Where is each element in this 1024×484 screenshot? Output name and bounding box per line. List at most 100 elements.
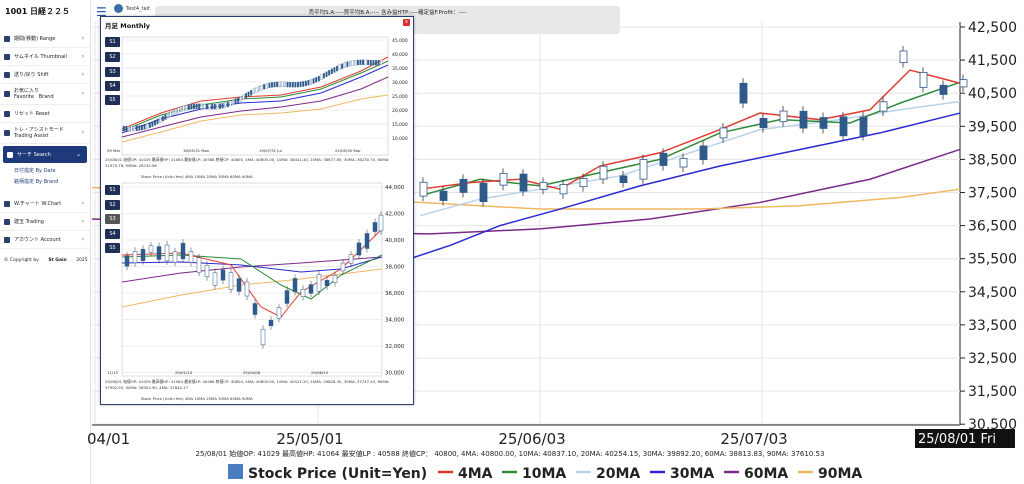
arrows-icon bbox=[4, 71, 10, 78]
y-tick-label: 35,500 bbox=[968, 252, 1017, 268]
app-title: 1001 日経２２５ bbox=[5, 7, 71, 16]
top-candle bbox=[364, 59, 367, 66]
top-ma4-line bbox=[121, 56, 389, 130]
search-by-brand[interactable]: 銘柄指定 By Brand bbox=[14, 179, 59, 185]
top-candle bbox=[146, 123, 149, 129]
candle-body bbox=[519, 173, 528, 192]
series-button-s5[interactable]: S5 bbox=[105, 95, 120, 105]
assist-icon bbox=[4, 130, 10, 136]
bottom-chart-legend: Stock Price (Unit=Yen) 4MA 10MA 20MA 30M… bbox=[141, 396, 253, 401]
candle-body bbox=[779, 110, 788, 123]
legend-label: 4MA bbox=[458, 466, 493, 482]
menu-wchart[interactable]: W.チャート W.Chart › bbox=[0, 195, 90, 213]
bottom-candle bbox=[356, 242, 362, 256]
bottom-candle bbox=[324, 280, 330, 286]
x-tick-label: 25/04/08 bbox=[243, 370, 261, 375]
sidebar-menu: 期間(移動) Range › サムネイル Thumbnail › 送り/戻り Shi… bbox=[0, 30, 90, 249]
menu-favorite[interactable]: お気に入り Favorite Brand › bbox=[0, 84, 90, 105]
top-candle bbox=[206, 103, 208, 110]
series-button-s2-lower[interactable]: S2 bbox=[105, 200, 120, 210]
menu-search[interactable]: サーチ Search ⌄ bbox=[3, 146, 87, 163]
menu-toggle-icon[interactable]: ☰ bbox=[96, 5, 107, 19]
top-candle bbox=[151, 121, 154, 127]
candle-body bbox=[759, 117, 768, 129]
menu-trading-assist[interactable]: トレ・アシストモード Trading Assist › bbox=[0, 123, 90, 144]
top-candle bbox=[310, 79, 312, 85]
series-button-s4-lower[interactable]: S4 bbox=[105, 229, 120, 239]
series-button-s1[interactable]: S1 bbox=[105, 37, 120, 47]
bottom-candle bbox=[188, 251, 194, 263]
candle-body bbox=[559, 184, 568, 195]
series-button-s5-lower[interactable]: S5 bbox=[105, 243, 120, 253]
candle-body bbox=[839, 116, 848, 137]
monthly-popup[interactable]: 月足 Monthly x 45,000 40,000 35,000 30,000 25,… bbox=[100, 16, 414, 405]
top-candle bbox=[302, 81, 305, 87]
y-tick-label: 33,500 bbox=[968, 318, 1017, 334]
grid-icon bbox=[4, 53, 10, 60]
menu-range[interactable]: 期間(移動) Range › bbox=[0, 30, 90, 48]
bottom-candle bbox=[204, 264, 210, 278]
top-candle bbox=[281, 81, 284, 88]
top-candle bbox=[198, 103, 201, 109]
y-tick-label: 37,500 bbox=[968, 186, 1017, 202]
top-candle bbox=[128, 126, 130, 132]
chart-icon bbox=[4, 200, 10, 207]
top-candle bbox=[263, 84, 266, 90]
ma4-line bbox=[419, 69, 961, 190]
top-candle bbox=[247, 91, 250, 97]
top-candle bbox=[200, 103, 203, 110]
legend-label: 30MA bbox=[670, 466, 714, 482]
y-tick-label: 44,000 bbox=[385, 185, 405, 191]
series-button-s1-lower[interactable]: S1 bbox=[105, 185, 120, 195]
top-candle bbox=[325, 71, 328, 77]
y-tick-label: 39,500 bbox=[968, 119, 1017, 135]
top-candle bbox=[122, 125, 125, 132]
top-candle bbox=[278, 81, 281, 88]
ma30-line bbox=[399, 112, 961, 263]
calendar-icon bbox=[4, 35, 10, 42]
summary-text: 25/08/01 始値OP: 41029 最高値HP: 41064 最安値LP … bbox=[196, 449, 825, 458]
bottom-candle bbox=[378, 214, 384, 232]
series-button-s3[interactable]: S3 bbox=[105, 67, 120, 77]
top-candle bbox=[362, 59, 364, 66]
candle-body bbox=[859, 116, 868, 136]
ma10-line bbox=[419, 81, 961, 197]
top-candle bbox=[229, 100, 232, 107]
top-candle bbox=[187, 104, 190, 110]
bottom-candle bbox=[172, 251, 178, 263]
close-button[interactable]: x bbox=[403, 19, 410, 26]
y-tick-label: 42,000 bbox=[385, 212, 405, 218]
y-tick-label: 31,500 bbox=[968, 384, 1017, 400]
menu-shift[interactable]: 送り/戻り Shift › bbox=[0, 66, 90, 84]
x-tick-label: 11/13 bbox=[107, 370, 119, 375]
bottom-candle bbox=[124, 255, 130, 267]
menu-reset[interactable]: リセット Reset bbox=[0, 105, 90, 123]
menu-thumbnail[interactable]: サムネイル Thumbnail › bbox=[0, 48, 90, 66]
search-by-date[interactable]: 日付指定 By Date bbox=[14, 168, 56, 174]
top-candle bbox=[174, 108, 177, 115]
top-candle bbox=[297, 81, 299, 88]
bottom-candle bbox=[196, 257, 202, 273]
user-chip[interactable]: Test4_tait bbox=[114, 4, 150, 13]
top-candle bbox=[190, 104, 193, 110]
top-candle bbox=[237, 97, 240, 103]
menu-trading[interactable]: 建玉 Trading › bbox=[0, 213, 90, 231]
candle-body bbox=[819, 117, 828, 129]
series-button-s4[interactable]: S4 bbox=[105, 81, 120, 91]
series-button-s3-lower[interactable]: S3 bbox=[105, 214, 120, 224]
bottom-candle bbox=[316, 274, 322, 292]
candle-body bbox=[439, 190, 448, 201]
top-candle bbox=[380, 59, 383, 66]
candle-body bbox=[919, 71, 928, 88]
candle-body bbox=[659, 152, 668, 166]
y-tick-label: 30,500 bbox=[968, 417, 1017, 433]
bottom-candle bbox=[300, 289, 306, 297]
y-tick-label: 36,000 bbox=[385, 291, 405, 297]
series-button-s2[interactable]: S2 bbox=[105, 52, 120, 62]
y-tick-label: 45,000 bbox=[392, 38, 408, 44]
top-candle bbox=[351, 60, 354, 66]
bottom-candle bbox=[284, 290, 290, 304]
y-tick-label: 20,000 bbox=[392, 108, 408, 114]
menu-account[interactable]: アカウント Account › bbox=[0, 231, 90, 249]
date-badge-label: 25/08/01 Fri bbox=[918, 432, 996, 447]
